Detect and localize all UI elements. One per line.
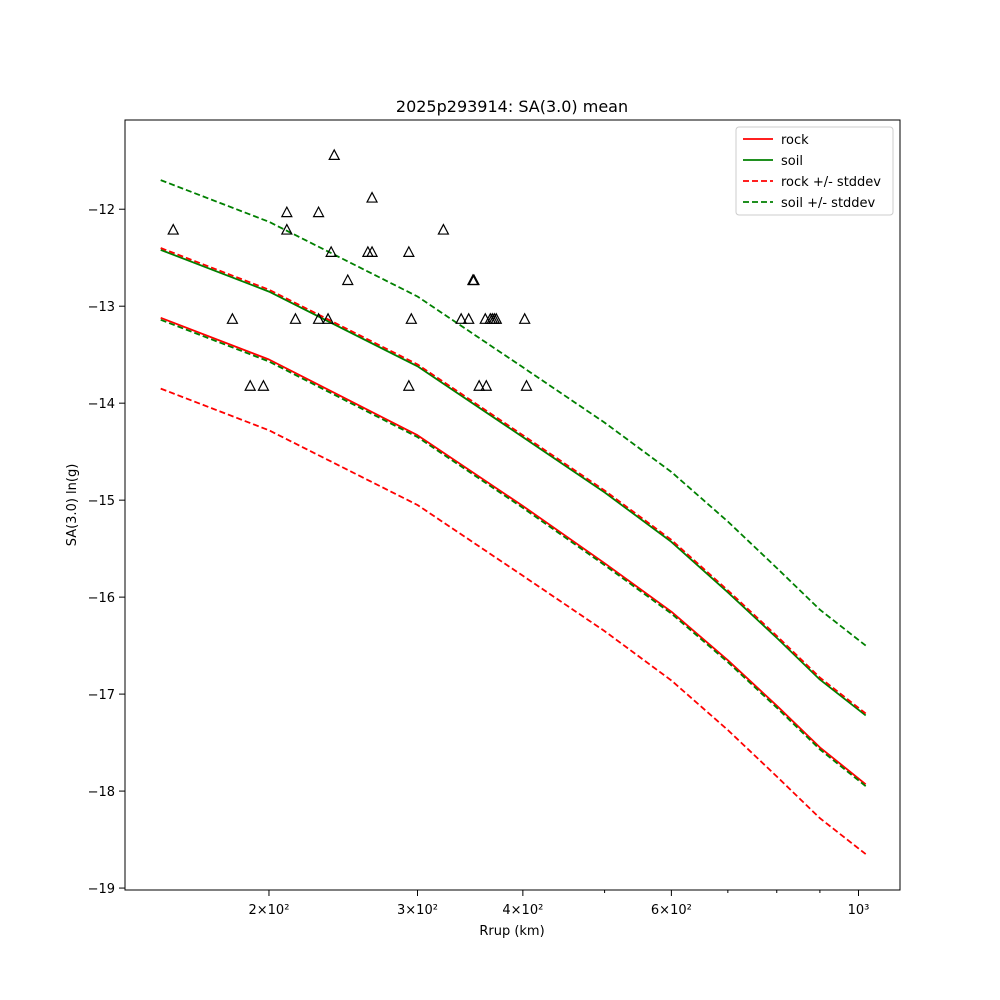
observation-point <box>462 312 475 324</box>
plot-frame <box>124 119 901 891</box>
x-tick-label: 10³ <box>848 903 870 918</box>
observation-point <box>437 223 450 235</box>
series-line-soil <box>160 249 867 717</box>
observation-point <box>518 312 531 324</box>
legend: rock soil rock +/- stddev soil +/- stddev <box>735 126 894 216</box>
x-tick-label: 2×10² <box>249 903 290 918</box>
series-line-rock <box>160 316 867 786</box>
observation-point <box>520 379 533 391</box>
x-tick-label: 3×10² <box>397 903 438 918</box>
legend-label: soil +/- stddev <box>781 196 876 211</box>
series-group <box>160 179 867 855</box>
y-tick-label: −19 <box>88 882 115 897</box>
y-tick-label: −16 <box>88 591 115 606</box>
y-tick-label: −15 <box>88 494 115 509</box>
observation-point <box>289 312 302 324</box>
observation-point <box>480 379 493 391</box>
y-axis-label: SA(3.0) ln(g) <box>65 464 80 547</box>
observation-point <box>455 312 468 324</box>
y-tick-label: −13 <box>88 300 115 315</box>
observation-point <box>322 312 335 324</box>
observation-point <box>244 379 257 391</box>
legend-label: rock +/- stddev <box>781 175 881 190</box>
observation-point <box>467 273 480 286</box>
observation-point <box>280 223 293 235</box>
x-axis-label: Rrup (km) <box>479 924 544 939</box>
observation-point <box>402 379 415 391</box>
observation-point <box>490 312 503 324</box>
observation-point <box>402 245 415 257</box>
observation-point <box>226 312 239 324</box>
observation-markers <box>167 148 533 391</box>
series-line-stddev-3 <box>160 387 867 855</box>
y-tick-label: −17 <box>88 688 115 703</box>
y-tick-label: −14 <box>88 397 115 412</box>
observation-point <box>366 191 379 203</box>
series-line-stddev-5 <box>160 318 867 787</box>
observation-point <box>280 205 293 218</box>
axis-ticks: 2×10² 3×10² 4×10² 6×10² 10³ −12 −13 −14 −15 −16 −1… <box>88 203 870 918</box>
observation-point <box>167 223 180 235</box>
observation-point <box>312 312 325 324</box>
observation-point <box>341 273 354 286</box>
y-tick-label: −12 <box>88 203 115 218</box>
y-tick-label: −18 <box>88 785 115 800</box>
observation-point <box>325 245 338 257</box>
observation-point <box>473 379 486 391</box>
observation-point <box>312 205 325 218</box>
series-line-soil-stddev <box>160 179 867 647</box>
chart-title: 2025p293914: SA(3.0) mean <box>396 97 628 116</box>
legend-label: rock <box>781 133 809 148</box>
x-tick-label: 6×10² <box>651 903 692 918</box>
legend-label: soil <box>781 154 803 169</box>
observation-point <box>405 312 418 324</box>
legend-box <box>735 126 894 216</box>
observation-point <box>366 245 379 257</box>
series-line-rock-stddev <box>160 247 867 715</box>
observation-point <box>328 148 341 161</box>
x-tick-label: 4×10² <box>502 903 543 918</box>
observation-point <box>257 379 270 391</box>
observation-point <box>479 312 492 324</box>
